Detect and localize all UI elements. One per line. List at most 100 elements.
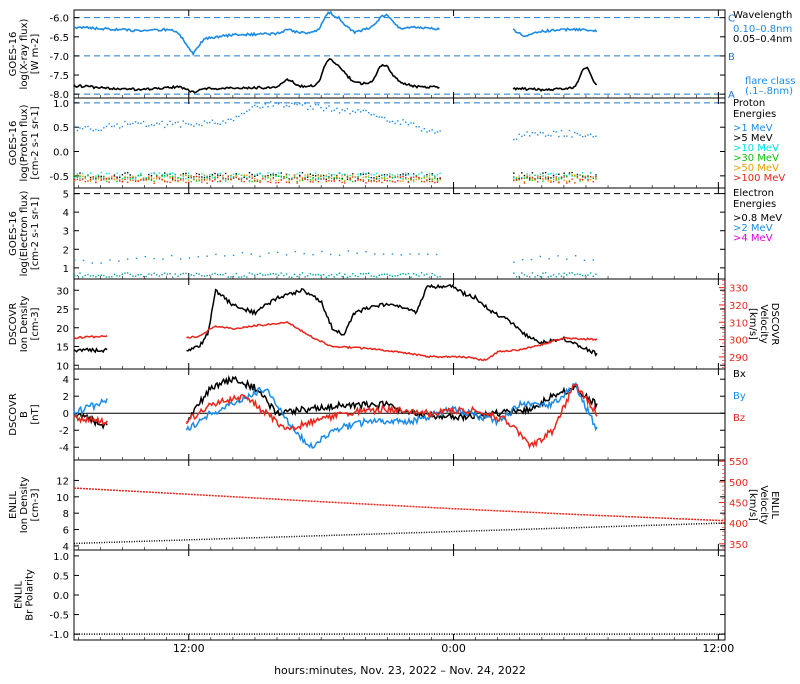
data-point bbox=[349, 176, 351, 179]
data-point bbox=[105, 125, 108, 128]
data-point bbox=[272, 172, 275, 174]
data-point bbox=[129, 273, 132, 276]
data-point bbox=[328, 105, 330, 107]
data-point bbox=[187, 172, 190, 174]
y-tick-label-right: 500 bbox=[729, 478, 748, 489]
data-point bbox=[145, 178, 147, 180]
data-point bbox=[370, 181, 372, 183]
data-point bbox=[426, 176, 428, 178]
data-point bbox=[113, 125, 116, 127]
legend-item: >100 MeV bbox=[733, 173, 785, 184]
data-point bbox=[206, 179, 208, 181]
series-velocity bbox=[73, 321, 598, 362]
data-point bbox=[415, 274, 418, 276]
data-point bbox=[301, 272, 304, 274]
legend-item: >30 MeV bbox=[733, 153, 779, 164]
series-line bbox=[185, 383, 598, 450]
legend-item: 0.05–0.4nm bbox=[733, 34, 792, 45]
legend: Bx By Bz bbox=[733, 369, 746, 424]
data-point bbox=[344, 273, 346, 275]
data-point bbox=[232, 254, 235, 257]
data-point bbox=[248, 172, 251, 174]
data-point bbox=[579, 180, 581, 182]
left-axis-label: GOES-16 log(X-ray flux) [W m-2] bbox=[8, 18, 41, 89]
data-point bbox=[349, 178, 351, 180]
data-point bbox=[423, 180, 425, 183]
data-point bbox=[285, 273, 288, 275]
data-point bbox=[536, 134, 539, 136]
data-point bbox=[195, 179, 198, 181]
data-point bbox=[301, 104, 304, 106]
flare-class-label: A bbox=[728, 90, 735, 101]
data-point bbox=[277, 172, 280, 174]
data-point bbox=[426, 273, 428, 275]
data-point bbox=[235, 176, 237, 179]
data-point bbox=[150, 179, 153, 182]
data-point bbox=[397, 176, 399, 179]
data-point bbox=[124, 172, 126, 174]
data-point bbox=[550, 172, 552, 175]
data-point bbox=[381, 177, 383, 180]
data-point bbox=[317, 175, 320, 177]
data-point bbox=[341, 174, 343, 176]
data-point bbox=[359, 178, 362, 181]
data-point bbox=[121, 174, 124, 176]
data-point bbox=[346, 174, 349, 176]
data-point bbox=[526, 177, 528, 179]
data-point bbox=[97, 176, 100, 178]
data-point bbox=[81, 276, 84, 278]
data-point bbox=[589, 272, 592, 274]
data-point bbox=[272, 173, 275, 175]
data-point bbox=[544, 171, 547, 174]
data-point bbox=[126, 176, 129, 179]
data-point bbox=[262, 175, 264, 177]
data-point bbox=[329, 253, 332, 256]
left-axis-label-line: Ion Density bbox=[19, 477, 30, 534]
data-point bbox=[105, 276, 108, 278]
data-point bbox=[126, 172, 129, 174]
data-point bbox=[246, 276, 248, 278]
data-point bbox=[219, 273, 222, 276]
data-point bbox=[100, 177, 102, 179]
data-point bbox=[552, 274, 555, 276]
data-point bbox=[179, 273, 182, 276]
data-point bbox=[555, 176, 557, 178]
y-tick-label-right: 350 bbox=[729, 540, 748, 551]
data-point bbox=[426, 180, 428, 182]
data-point bbox=[357, 177, 359, 179]
data-point bbox=[293, 174, 296, 176]
data-point bbox=[410, 122, 412, 124]
series-line bbox=[186, 283, 598, 357]
legend-item: >4 MeV bbox=[733, 233, 773, 244]
data-point bbox=[129, 176, 132, 179]
data-point bbox=[566, 174, 568, 177]
data-point bbox=[547, 173, 549, 175]
data-point bbox=[89, 128, 92, 130]
data-point bbox=[542, 132, 544, 134]
data-point bbox=[169, 177, 171, 179]
data-point bbox=[232, 275, 235, 278]
data-point bbox=[113, 273, 116, 276]
data-point bbox=[283, 175, 285, 178]
data-point bbox=[566, 180, 568, 183]
data-point bbox=[359, 173, 362, 175]
data-point bbox=[227, 176, 229, 178]
legend-item: By bbox=[733, 391, 746, 402]
data-point bbox=[405, 177, 407, 179]
data-point bbox=[227, 178, 229, 181]
data-point bbox=[230, 118, 232, 120]
data-point bbox=[542, 272, 544, 274]
data-point bbox=[529, 276, 531, 278]
data-point bbox=[277, 175, 280, 177]
data-point bbox=[531, 131, 534, 134]
data-point bbox=[153, 172, 155, 175]
data-point bbox=[95, 178, 97, 180]
data-point bbox=[100, 274, 102, 277]
data-point bbox=[283, 177, 285, 180]
data-point bbox=[272, 273, 275, 275]
data-point bbox=[542, 175, 544, 178]
data-point bbox=[397, 120, 399, 122]
data-point bbox=[412, 173, 415, 175]
data-point bbox=[544, 177, 547, 179]
data-point bbox=[275, 102, 277, 104]
